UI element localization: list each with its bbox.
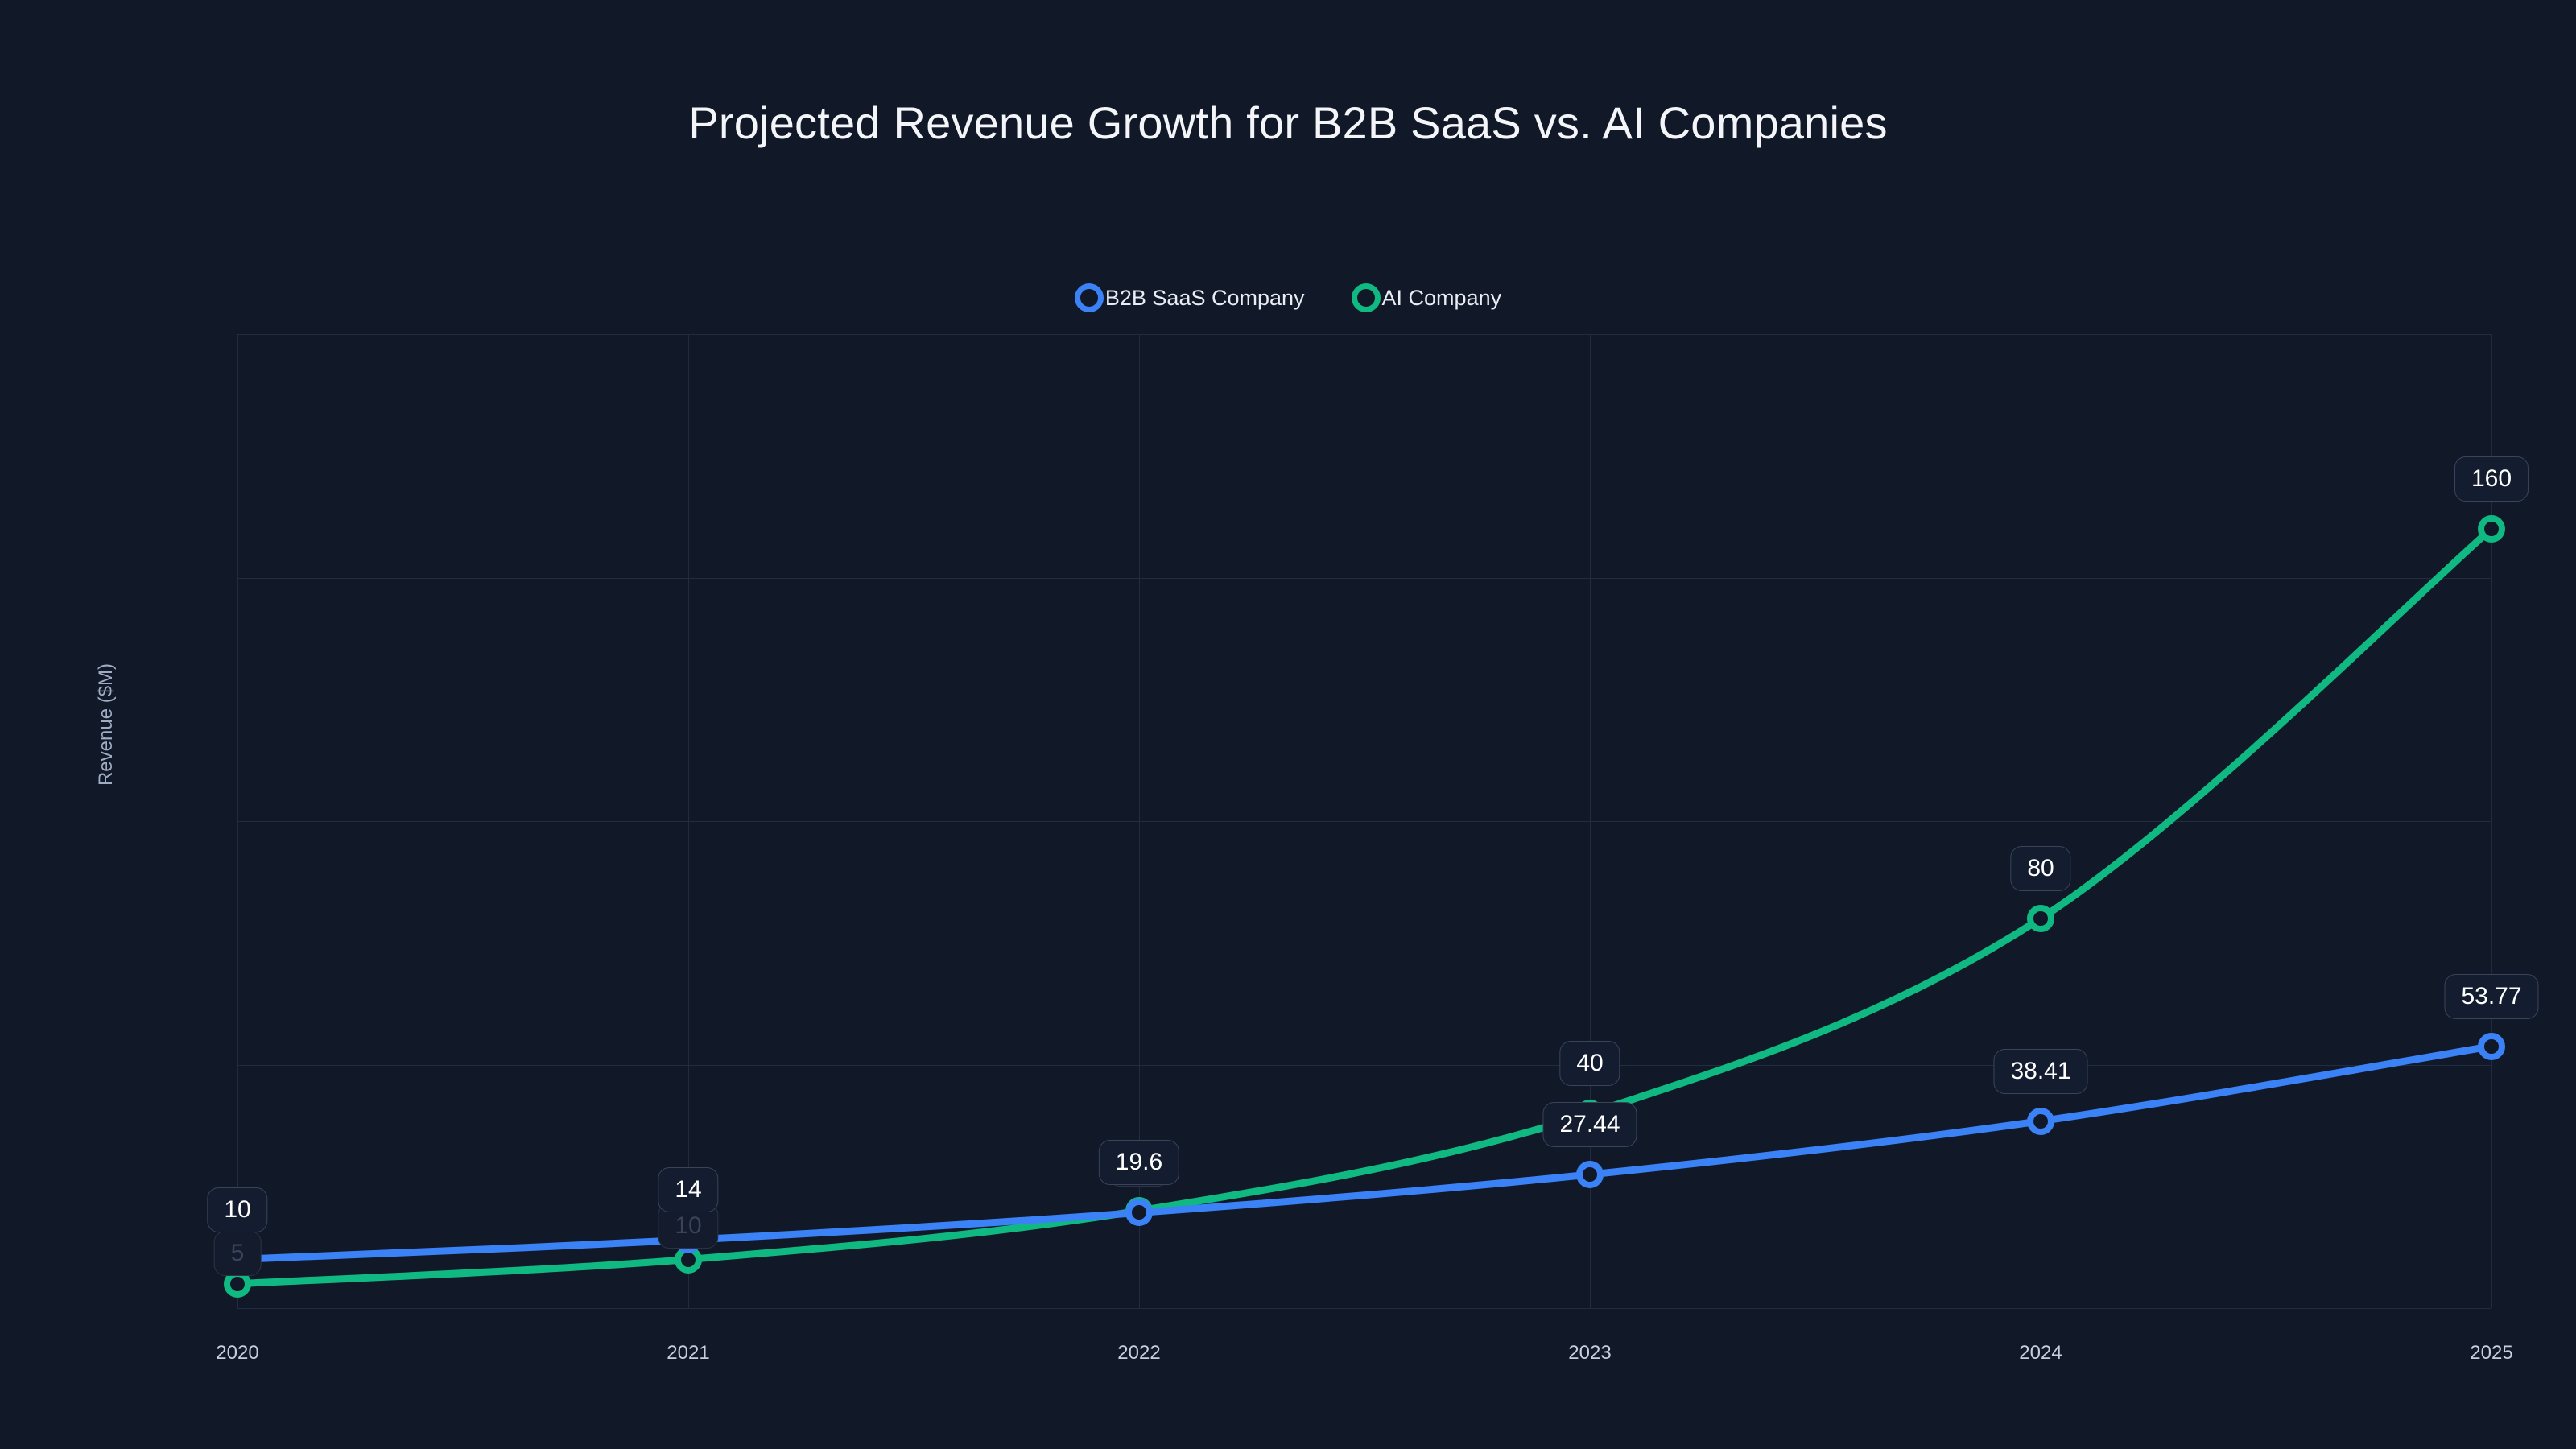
hollow-circle-icon [1074,283,1104,312]
gridline-vertical [2491,334,2492,1308]
series-lines [233,525,2496,1288]
gridline-horizontal [237,1308,2491,1309]
x-axis-tick-label: 2020 [216,1342,259,1364]
plot-area [224,334,2505,1309]
data-label-chip: 40 [1559,1041,1620,1086]
data-point-marker[interactable] [1576,1160,1604,1188]
x-axis-tick-label: 2023 [1568,1342,1612,1364]
data-label-chip: 5 [213,1230,262,1276]
data-label-chip: 27.44 [1542,1101,1637,1147]
gridline-vertical [688,334,689,1308]
data-point-marker[interactable] [2478,1032,2505,1060]
data-label-chip: 38.41 [1993,1048,2088,1094]
chart-legend: B2B SaaS Company AI Company [0,283,2576,312]
gridline-horizontal [237,334,2491,335]
x-axis-tick-label: 2024 [2019,1342,2062,1364]
legend-label: AI Company [1381,285,1502,310]
x-axis-tick-label: 2021 [667,1342,710,1364]
data-point-marker[interactable] [2027,1107,2054,1135]
data-point-marker[interactable] [2478,515,2505,543]
series-line [233,1042,2496,1263]
series-line [233,525,2496,1288]
gridline-horizontal [237,577,2491,579]
gridline-vertical [1139,334,1140,1308]
data-label-chip: 10 [207,1187,268,1232]
legend-label: B2B SaaS Company [1104,285,1305,310]
data-label-chip: 160 [2454,456,2529,502]
hollow-circle-icon [1351,283,1381,312]
y-axis-title: Revenue ($M) [95,663,117,786]
page-title: Projected Revenue Growth for B2B SaaS vs… [688,97,1888,148]
legend-item-ai-company[interactable]: AI Company [1351,283,1502,312]
data-label-chip: 14 [658,1167,719,1213]
data-point-marker[interactable] [2027,905,2054,932]
data-point-marker[interactable] [1125,1199,1153,1227]
legend-item-b2b-saas[interactable]: B2B SaaS Company [1074,283,1305,312]
gridline-horizontal [237,1064,2491,1066]
x-axis-tick-label: 2025 [2470,1342,2513,1364]
gridline-vertical [1590,334,1591,1308]
data-label-chip: 53.77 [2444,973,2539,1019]
gridline-horizontal [237,821,2491,822]
x-axis-tick-label: 2022 [1117,1342,1161,1364]
gridline-vertical [237,334,238,1308]
data-label-chip: 80 [2010,846,2071,891]
data-label-chip: 19.6 [1098,1140,1180,1186]
